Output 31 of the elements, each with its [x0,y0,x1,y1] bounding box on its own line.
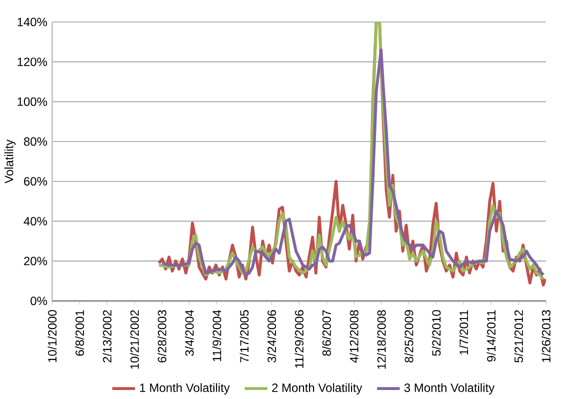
y-tick-label: 60% [24,177,48,186]
x-tick-label: 6/8/2001 [75,310,84,356]
x-tick-label: 5/21/2012 [514,310,523,362]
y-tick-label: 100% [18,97,48,106]
x-tick-label: 9/14/2011 [486,310,496,362]
legend-label: 1 Month Volatility [140,383,230,394]
y-tick-label: 40% [24,216,48,226]
legend-label: 2 Month Volatility [272,383,362,394]
y-tick-label: 120% [18,57,48,66]
x-tick-label: 2/13/2002 [102,310,112,362]
legend-label: 3 Month Volatility [404,383,495,394]
x-tick-label: 11/9/2004 [212,310,222,362]
x-tick-label: 4/12/2008 [350,310,358,363]
x-tick-label: 1/26/2013 [542,310,550,362]
x-tick-label: 1/7/2011 [459,310,468,354]
x-tick-label: 12/18/2008 [376,310,386,369]
x-tick-label: 7/17/2005 [240,310,249,362]
y-tick-label: 80% [24,137,48,146]
x-tick-label: 3/4/2004 [184,310,194,356]
x-tick-label: 8/25/2009 [404,310,414,362]
x-tick-label: 6/28/2003 [158,310,166,362]
x-tick-label: 5/2/2010 [432,310,441,356]
x-tick-label: 8/6/2007 [322,310,331,356]
y-tick-label: 20% [24,256,48,266]
y-tick-label: 140% [18,18,48,26]
x-tick-label: 10/1/2000 [48,310,57,362]
y-axis-title: Volatility [4,139,16,184]
x-tick-label: 3/24/2006 [267,310,276,362]
x-tick-label: 11/29/2006 [294,310,304,368]
x-tick-label: 10/21/2002 [130,310,139,369]
y-tick-label: 0% [30,296,48,306]
